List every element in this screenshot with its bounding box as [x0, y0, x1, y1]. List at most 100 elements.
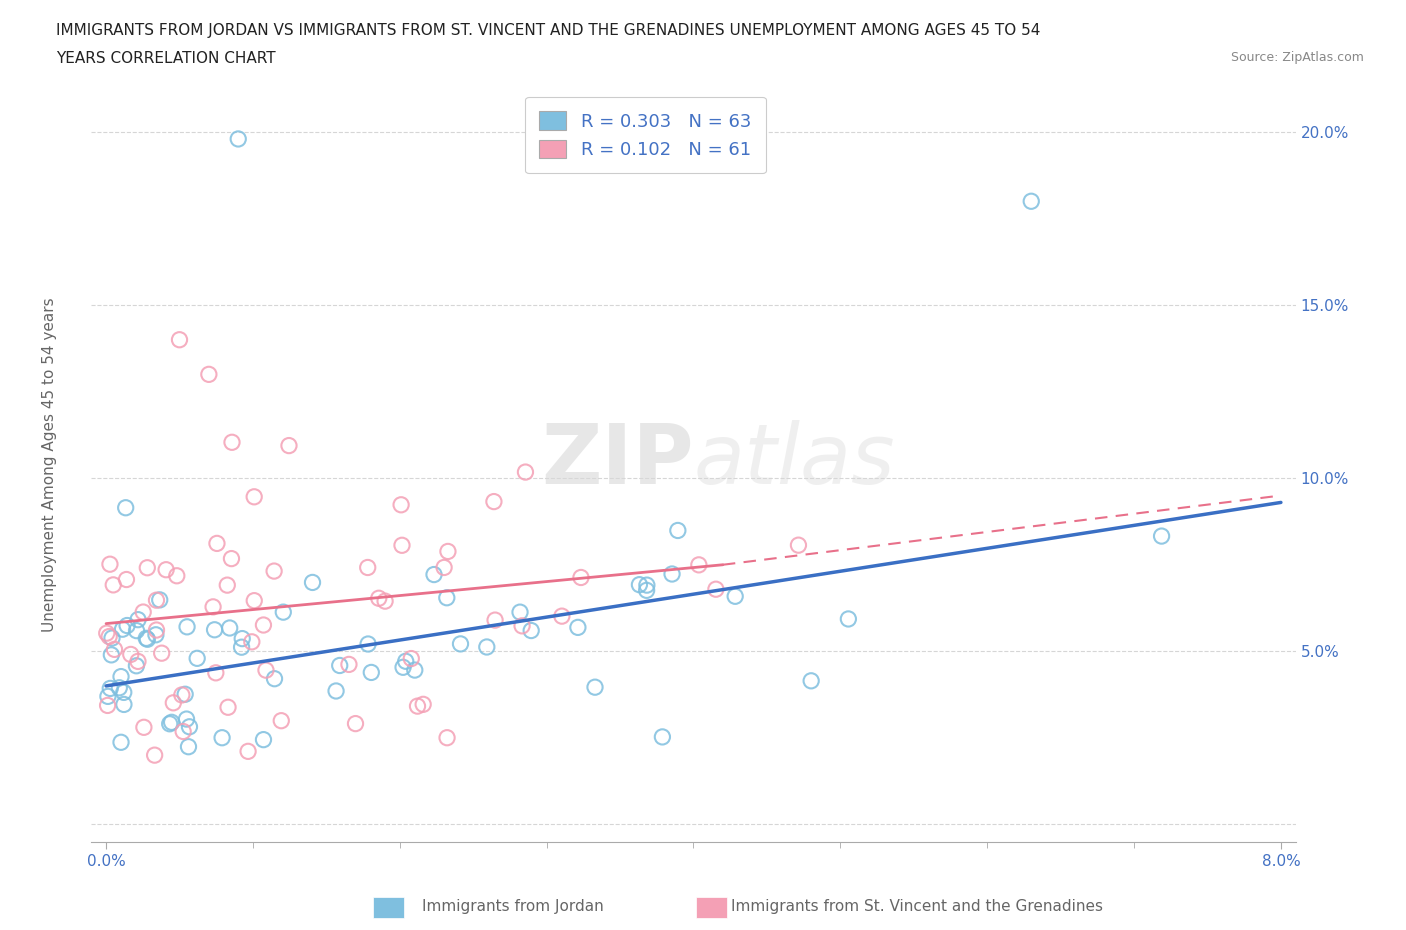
Point — [226, 131, 249, 146]
Point — [360, 665, 382, 680]
Point — [243, 593, 266, 608]
Point — [132, 720, 155, 735]
Point — [98, 629, 121, 644]
Point — [651, 729, 673, 744]
Point — [329, 658, 352, 673]
Point — [636, 583, 658, 598]
Point — [155, 563, 177, 578]
Point — [174, 687, 197, 702]
Point — [263, 671, 285, 686]
Point — [145, 622, 167, 637]
Point — [101, 631, 124, 645]
Point — [392, 660, 415, 675]
Point — [149, 592, 172, 607]
Point — [150, 645, 173, 660]
Point — [111, 622, 134, 637]
Point — [204, 622, 226, 637]
Point — [569, 570, 592, 585]
Point — [254, 663, 277, 678]
Point — [423, 567, 446, 582]
Point — [176, 619, 198, 634]
Point — [271, 604, 294, 619]
Text: Source: ZipAtlas.com: Source: ZipAtlas.com — [1230, 51, 1364, 64]
Point — [114, 500, 136, 515]
Point — [132, 604, 155, 619]
Point — [115, 618, 138, 633]
Point — [724, 589, 747, 604]
Point — [412, 697, 434, 711]
Point — [666, 523, 689, 538]
Point — [221, 435, 243, 450]
Point — [787, 538, 810, 552]
Point — [136, 631, 159, 646]
Point — [436, 591, 458, 605]
Point — [837, 612, 859, 627]
Point — [186, 651, 208, 666]
Text: Immigrants from St. Vincent and the Grenadines: Immigrants from St. Vincent and the Gren… — [731, 899, 1104, 914]
Point — [179, 719, 201, 734]
Point — [112, 697, 135, 711]
Text: Unemployment Among Ages 45 to 54 years: Unemployment Among Ages 45 to 54 years — [42, 298, 56, 632]
Point — [205, 536, 228, 551]
Text: IMMIGRANTS FROM JORDAN VS IMMIGRANTS FROM ST. VINCENT AND THE GRENADINES UNEMPLO: IMMIGRANTS FROM JORDAN VS IMMIGRANTS FRO… — [56, 23, 1040, 38]
Point — [125, 658, 148, 673]
Point — [217, 699, 239, 714]
Point — [162, 696, 184, 711]
Point — [243, 489, 266, 504]
Point — [98, 681, 121, 696]
Point — [391, 538, 413, 552]
Point — [357, 636, 380, 651]
Point — [515, 465, 537, 480]
Point — [450, 636, 472, 651]
Point — [160, 715, 183, 730]
Point — [389, 498, 412, 512]
Point — [110, 670, 132, 684]
Point — [159, 716, 181, 731]
Point — [127, 612, 149, 627]
Point — [100, 647, 122, 662]
Point — [97, 689, 120, 704]
Point — [367, 591, 389, 605]
Point — [278, 438, 301, 453]
Point — [115, 572, 138, 587]
Point — [510, 618, 533, 633]
Point — [145, 592, 167, 607]
Point — [96, 626, 118, 641]
Point — [800, 673, 823, 688]
Point — [520, 623, 543, 638]
Point — [1150, 528, 1173, 543]
Point — [401, 651, 423, 666]
Point — [252, 618, 274, 632]
Point — [143, 748, 166, 763]
Point — [567, 620, 589, 635]
Point — [404, 663, 426, 678]
Text: Immigrants from Jordan: Immigrants from Jordan — [422, 899, 603, 914]
Point — [103, 578, 125, 592]
Point — [217, 578, 239, 592]
Text: atlas: atlas — [693, 420, 896, 501]
Point — [169, 332, 191, 347]
Point — [301, 575, 323, 590]
Point — [127, 654, 149, 669]
Point — [551, 609, 574, 624]
Point — [177, 739, 200, 754]
Point — [270, 713, 292, 728]
Point — [136, 560, 159, 575]
Point — [202, 600, 225, 615]
Point — [145, 628, 167, 643]
Point — [120, 647, 142, 662]
Point — [110, 735, 132, 750]
Point — [484, 613, 506, 628]
Point — [263, 564, 285, 578]
Point — [436, 730, 458, 745]
Point — [628, 578, 651, 592]
Point — [97, 698, 120, 713]
Text: ZIP: ZIP — [541, 420, 693, 501]
Point — [135, 631, 157, 645]
Point — [482, 494, 505, 509]
Point — [1019, 193, 1042, 208]
Point — [172, 724, 194, 739]
Point — [337, 657, 360, 671]
Point — [98, 557, 121, 572]
Text: YEARS CORRELATION CHART: YEARS CORRELATION CHART — [56, 51, 276, 66]
